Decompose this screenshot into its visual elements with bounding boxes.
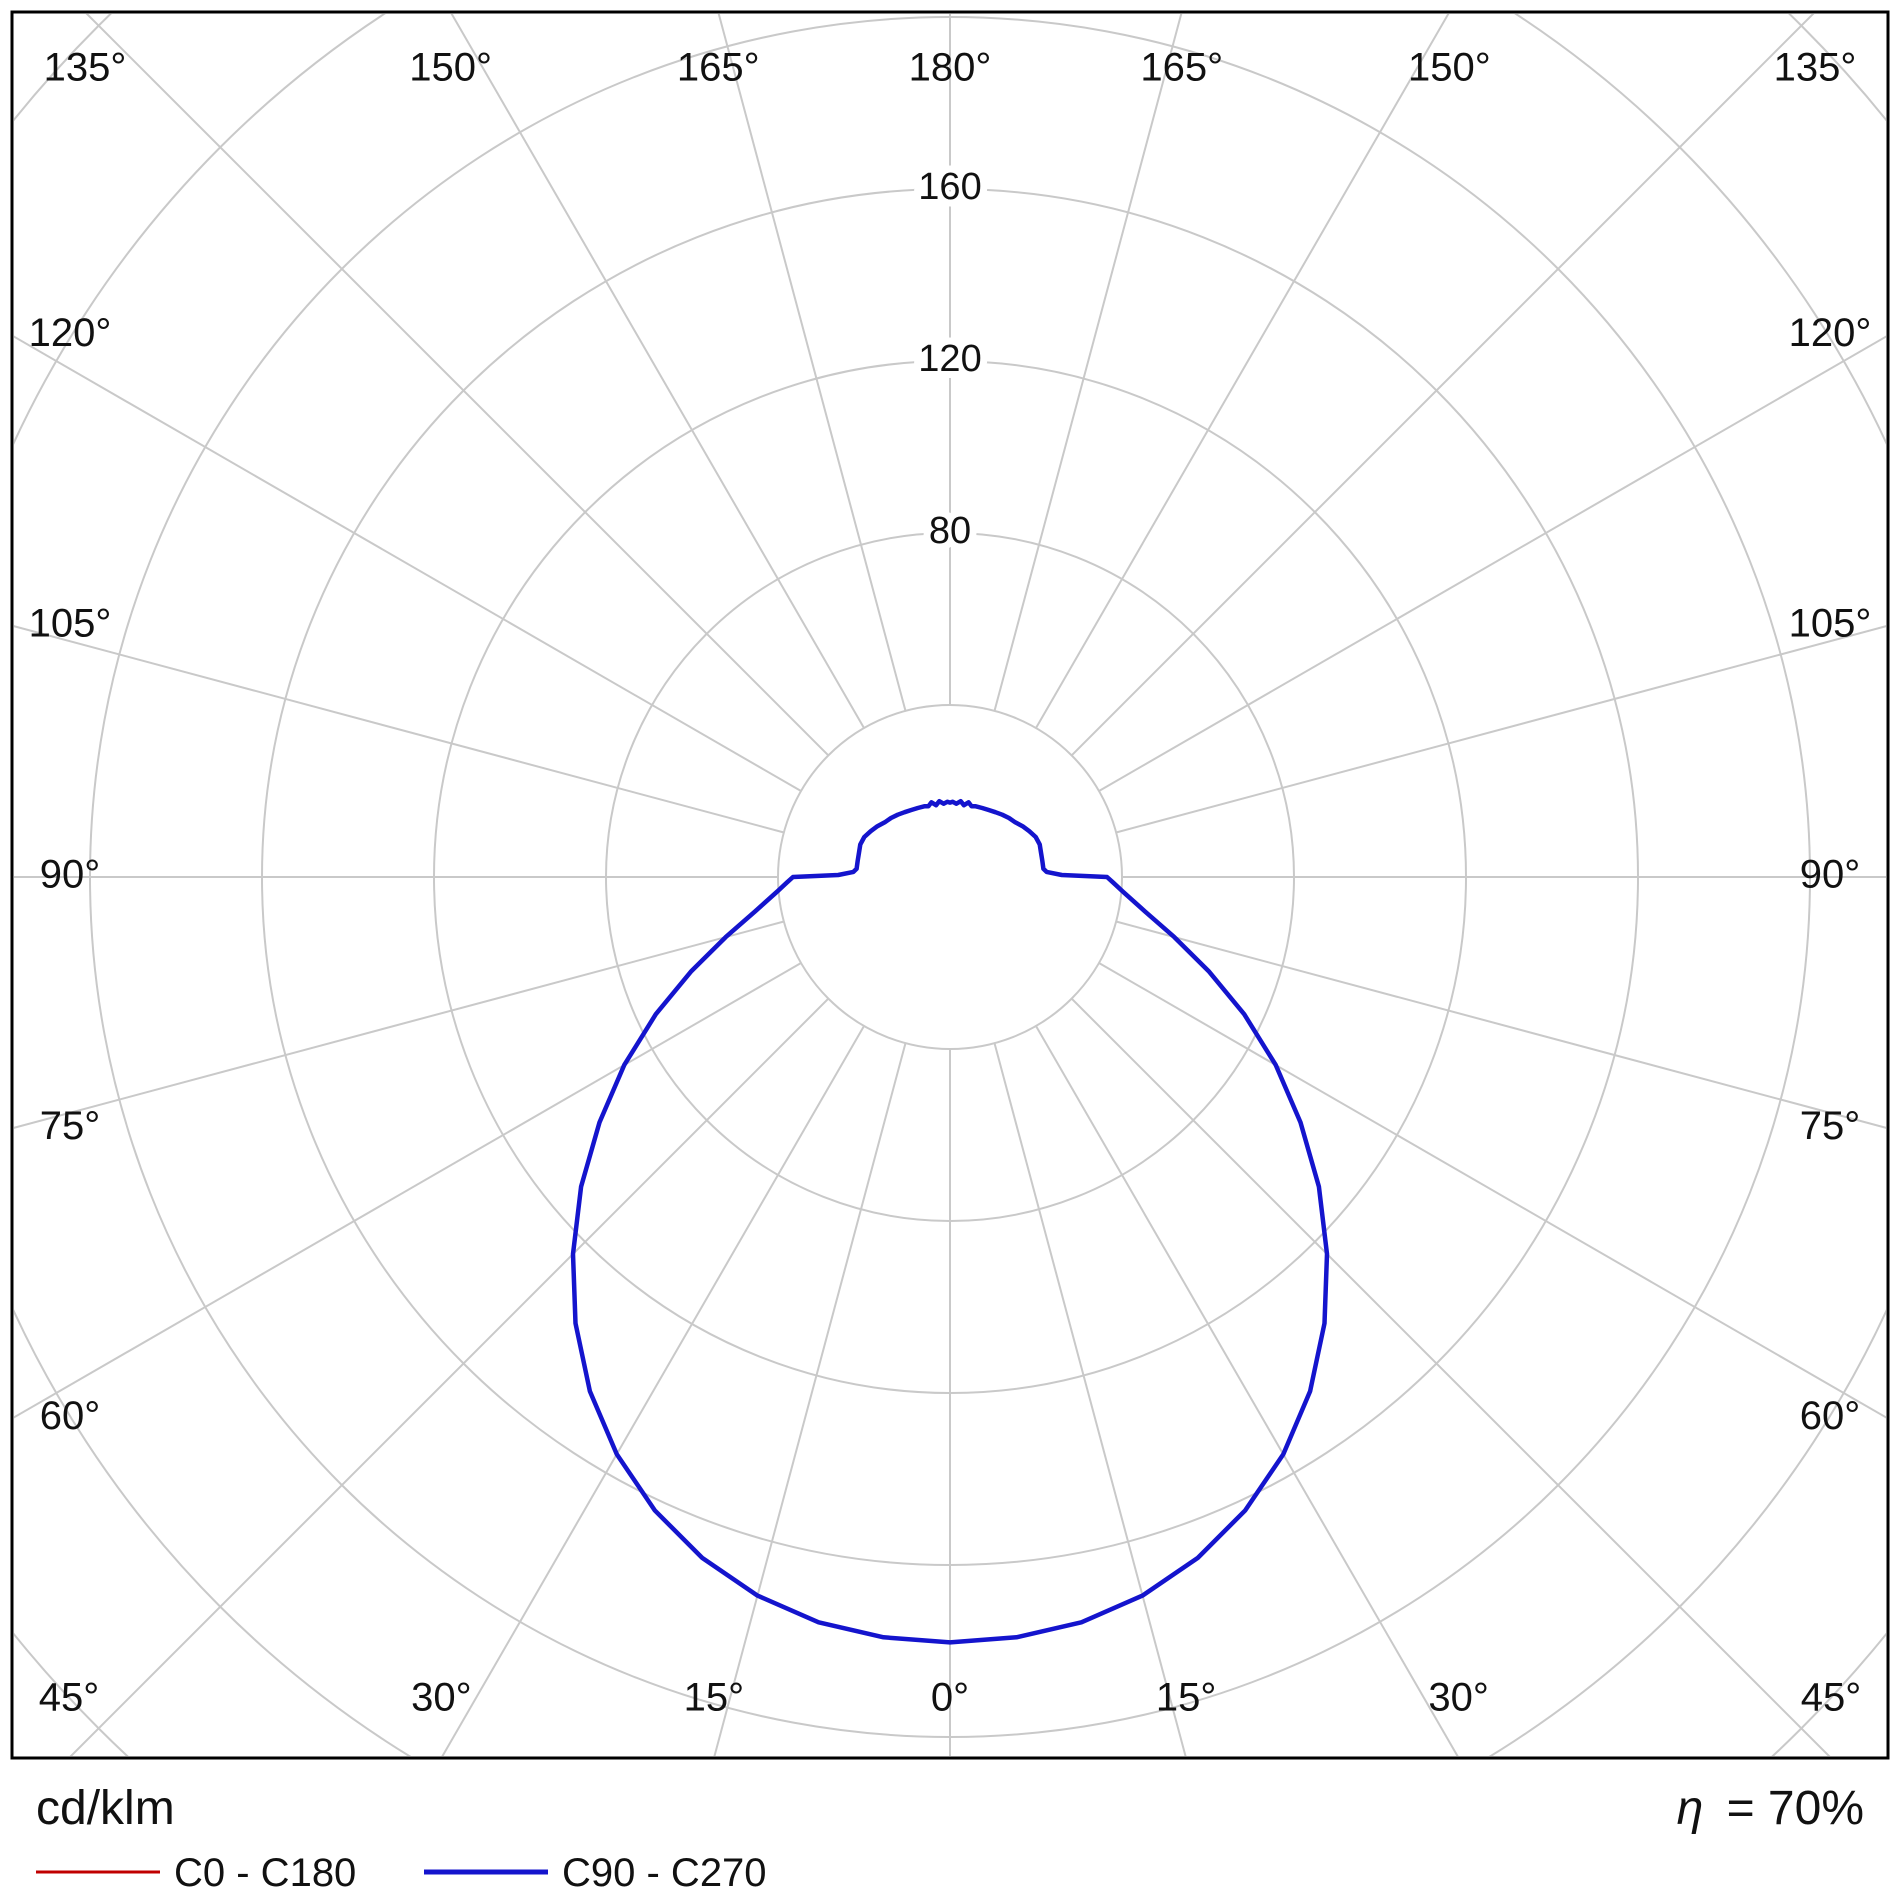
angle-label-150-left: 150° — [409, 46, 492, 90]
efficiency-symbol: η — [1677, 1782, 1704, 1835]
grid-spoke-210 — [450, 14, 865, 729]
distribution-curves — [570, 798, 1330, 1645]
legend-label-c0-c180: C0 - C180 — [174, 1851, 356, 1895]
grid-spoke-15 — [993, 1042, 1187, 1756]
angle-label-30-left: 30° — [411, 1676, 472, 1720]
angle-label-135-right: 135° — [1774, 46, 1857, 90]
grid-spoke-30 — [1035, 1025, 1459, 1756]
angle-label-105-right: 105° — [1789, 601, 1872, 645]
angle-label-15-left: 15° — [684, 1676, 745, 1720]
unit-label: cd/klm — [36, 1782, 175, 1835]
angle-label-0-right: 0° — [931, 1676, 969, 1720]
grid-spoke-225 — [85, 14, 830, 757]
angle-label-45-right: 45° — [1801, 1676, 1862, 1720]
angle-label-45-left: 45° — [39, 1676, 100, 1720]
efficiency-value: = 70% — [1727, 1782, 1864, 1835]
grid-spoke-150 — [1035, 14, 1450, 729]
angle-label-15-right: 15° — [1156, 1676, 1217, 1720]
angle-label-75-left: 75° — [40, 1104, 101, 1148]
radial-tick-label-120: 120 — [918, 338, 981, 380]
angle-label-120-left: 120° — [29, 311, 112, 355]
angle-label-60-right: 60° — [1800, 1394, 1861, 1438]
grid-spoke-300 — [14, 962, 802, 1419]
legend: C0 - C180 C90 - C270 — [36, 1851, 767, 1895]
angle-label-180-right: 180° — [909, 46, 992, 90]
angle-label-75-right: 75° — [1800, 1104, 1861, 1148]
radial-tick-label-80: 80 — [929, 510, 971, 552]
grid-spoke-75 — [1115, 920, 1886, 1129]
angle-label-105-left: 105° — [29, 601, 112, 645]
grid-spoke-135 — [1070, 14, 1815, 757]
grid-spoke-165 — [993, 14, 1183, 712]
axis-labels: 80 120 160 0° 15° 15° 30° 30° 45° 45° 60° 60° 75° 75°… — [29, 46, 1872, 1720]
grid-spoke-45 — [1070, 997, 1831, 1756]
grid-spoke-345 — [713, 1042, 907, 1756]
curve-C90-C270 — [570, 798, 1330, 1645]
grid-spoke-120 — [1098, 335, 1886, 792]
angle-label-120-right: 120° — [1789, 311, 1872, 355]
grid-spoke-330 — [441, 1025, 865, 1756]
grid-spoke-105 — [1115, 625, 1886, 834]
grid-spoke-195 — [717, 14, 907, 712]
grid-spoke-315 — [69, 997, 830, 1756]
angle-label-165-left: 165° — [677, 46, 760, 90]
radial-tick-label-160: 160 — [918, 166, 981, 208]
grid-spoke-255 — [14, 625, 785, 834]
grid-spoke-285 — [14, 920, 785, 1129]
angle-label-90-left: 90° — [40, 853, 101, 897]
angle-label-165-right: 165° — [1140, 46, 1223, 90]
efficiency-label: η = 70% — [1677, 1782, 1864, 1835]
angle-label-60-left: 60° — [40, 1394, 101, 1438]
legend-label-c90-c270: C90 - C270 — [562, 1851, 767, 1895]
grid-spoke-60 — [1098, 962, 1886, 1419]
angle-label-135-left: 135° — [44, 46, 127, 90]
angle-label-30-right: 30° — [1428, 1676, 1489, 1720]
angle-label-90-right: 90° — [1800, 853, 1861, 897]
angle-label-150-right: 150° — [1408, 46, 1491, 90]
grid-spoke-240 — [14, 335, 802, 792]
